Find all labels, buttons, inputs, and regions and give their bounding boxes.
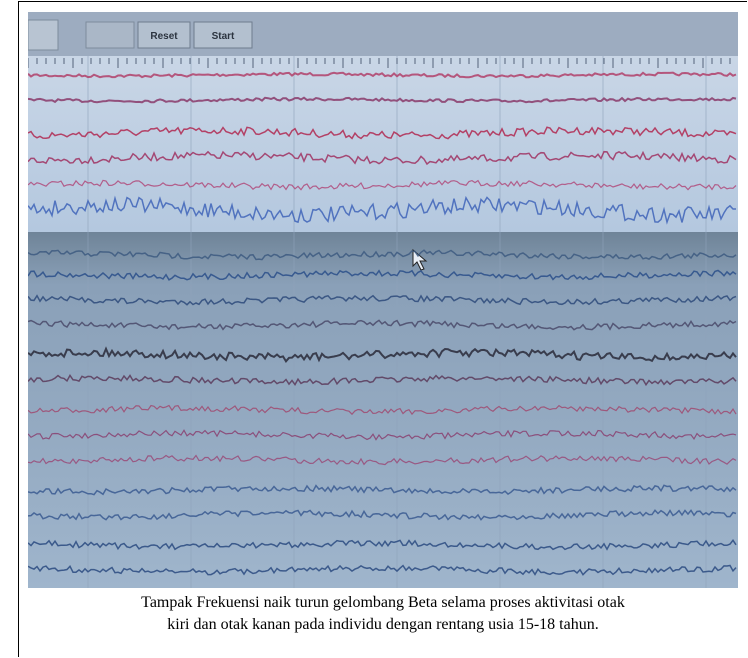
eeg-trace bbox=[28, 179, 737, 191]
lower-panel bbox=[28, 232, 738, 588]
eeg-trace bbox=[28, 269, 737, 281]
caption: Tampak Frekuensi naik turun gelombang Be… bbox=[28, 592, 738, 636]
mouse-cursor bbox=[412, 248, 428, 271]
eeg-trace bbox=[28, 373, 737, 387]
eeg-trace bbox=[28, 484, 737, 496]
eeg-trace bbox=[28, 346, 737, 363]
eeg-trace bbox=[28, 429, 737, 441]
eeg-trace bbox=[28, 564, 737, 576]
figure-frame bbox=[18, 1, 747, 657]
upper-panel bbox=[28, 56, 738, 232]
eeg-trace bbox=[28, 319, 737, 331]
eeg-trace bbox=[28, 539, 737, 551]
eeg-trace bbox=[28, 454, 737, 466]
toolbar-button[interactable] bbox=[28, 19, 59, 51]
caption-line: Tampak Frekuensi naik turun gelombang Be… bbox=[141, 594, 625, 611]
toolbar-button[interactable] bbox=[137, 21, 191, 49]
toolbar-button[interactable] bbox=[85, 21, 135, 49]
eeg-trace bbox=[28, 150, 737, 166]
button-label[interactable]: Start bbox=[212, 31, 235, 42]
caption-line: kiri dan otak kanan pada individu dengan… bbox=[167, 616, 599, 633]
eeg-trace bbox=[28, 126, 737, 140]
eeg-trace bbox=[28, 195, 736, 225]
eeg-trace bbox=[28, 96, 737, 104]
eeg-screenshot: Reset Start bbox=[28, 12, 738, 588]
eeg-trace bbox=[28, 71, 737, 79]
button-label[interactable]: Reset bbox=[150, 31, 178, 42]
eeg-trace bbox=[28, 249, 737, 261]
toolbar-button[interactable] bbox=[193, 21, 253, 49]
eeg-trace bbox=[28, 404, 737, 416]
eeg-trace bbox=[28, 509, 737, 521]
eeg-trace bbox=[28, 294, 737, 306]
